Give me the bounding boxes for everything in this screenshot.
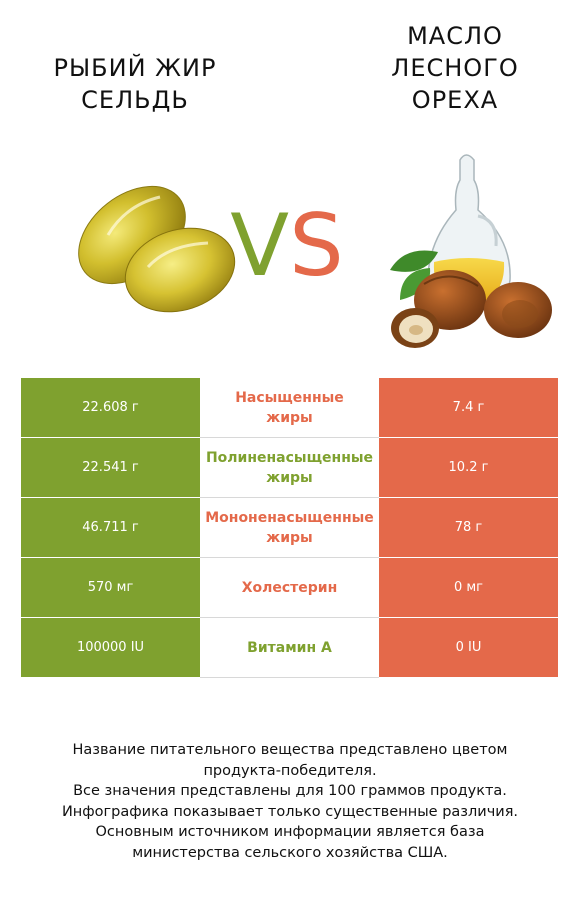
footer-line: министерства сельского хозяйства США. — [132, 844, 448, 861]
left-value: 22.541 г — [21, 438, 200, 497]
footer-line: продукта-победителя. — [203, 762, 377, 779]
table-row: 22.541 г Полиненасыщенные жиры 10.2 г — [21, 438, 558, 498]
nutrient-label: Холестерин — [200, 558, 379, 617]
nutrient-label-line: Витамин A — [247, 639, 332, 656]
footer-note: Название питательного вещества представл… — [20, 740, 560, 863]
row-divider — [200, 497, 379, 498]
left-value: 22.608 г — [21, 378, 200, 437]
left-value: 570 мг — [21, 558, 200, 617]
nutrient-label-line: Насыщенные — [235, 389, 344, 406]
footer-line: Название питательного вещества представл… — [72, 742, 508, 758]
footer-line: Основным источником информации является … — [95, 824, 485, 840]
versus-label: VS — [222, 196, 352, 296]
row-divider — [200, 437, 379, 438]
table-row: 570 мг Холестерин 0 мг — [21, 558, 558, 618]
fish-oil-capsules-icon — [78, 185, 236, 313]
nutrient-label-line: Холестерин — [241, 579, 338, 596]
nutrient-label: Витамин A — [200, 618, 379, 677]
row-divider — [200, 677, 379, 678]
left-product-title: РЫБИЙ ЖИР СЕЛЬДЬ — [53, 54, 217, 114]
nutrient-label-line: жиры — [266, 469, 313, 486]
nutrient-label-line: Полиненасыщенные — [205, 449, 374, 466]
nutrient-label-line: жиры — [266, 409, 313, 426]
right-product-title: МАСЛО ЛЕСНОГО ОРЕХА — [391, 22, 519, 114]
nutrient-label: Мононенасыщенные жиры — [200, 498, 379, 557]
row-divider — [200, 557, 379, 558]
table-row: 100000 IU Витамин A 0 IU — [21, 618, 558, 678]
left-value: 46.711 г — [21, 498, 200, 557]
vs-letter-v: V — [230, 196, 290, 296]
right-value: 7.4 г — [379, 378, 558, 437]
right-value: 0 мг — [379, 558, 558, 617]
nutrient-label-line: Мононенасыщенные — [205, 509, 374, 526]
right-value: 78 г — [379, 498, 558, 557]
footer-line: Все значения представлены для 100 граммо… — [73, 783, 507, 799]
table-row: 22.608 г Насыщенные жиры 7.4 г — [21, 378, 558, 438]
right-value: 0 IU — [379, 618, 558, 677]
vs-letter-s: S — [289, 196, 344, 296]
nutrient-label: Полиненасыщенные жиры — [200, 438, 379, 497]
comparison-table: 22.608 г Насыщенные жиры 7.4 г 22.541 г … — [21, 378, 558, 678]
row-divider — [200, 617, 379, 618]
right-value: 10.2 г — [379, 438, 558, 497]
footer-line: Инфографика показывает только существенн… — [61, 803, 519, 820]
table-row: 46.711 г Мононенасыщенные жиры 78 г — [21, 498, 558, 558]
nutrient-label: Насыщенные жиры — [200, 378, 379, 437]
hazelnut-oil-bottle-icon — [390, 154, 552, 348]
left-value: 100000 IU — [21, 618, 200, 677]
nutrient-label-line: жиры — [266, 529, 313, 546]
